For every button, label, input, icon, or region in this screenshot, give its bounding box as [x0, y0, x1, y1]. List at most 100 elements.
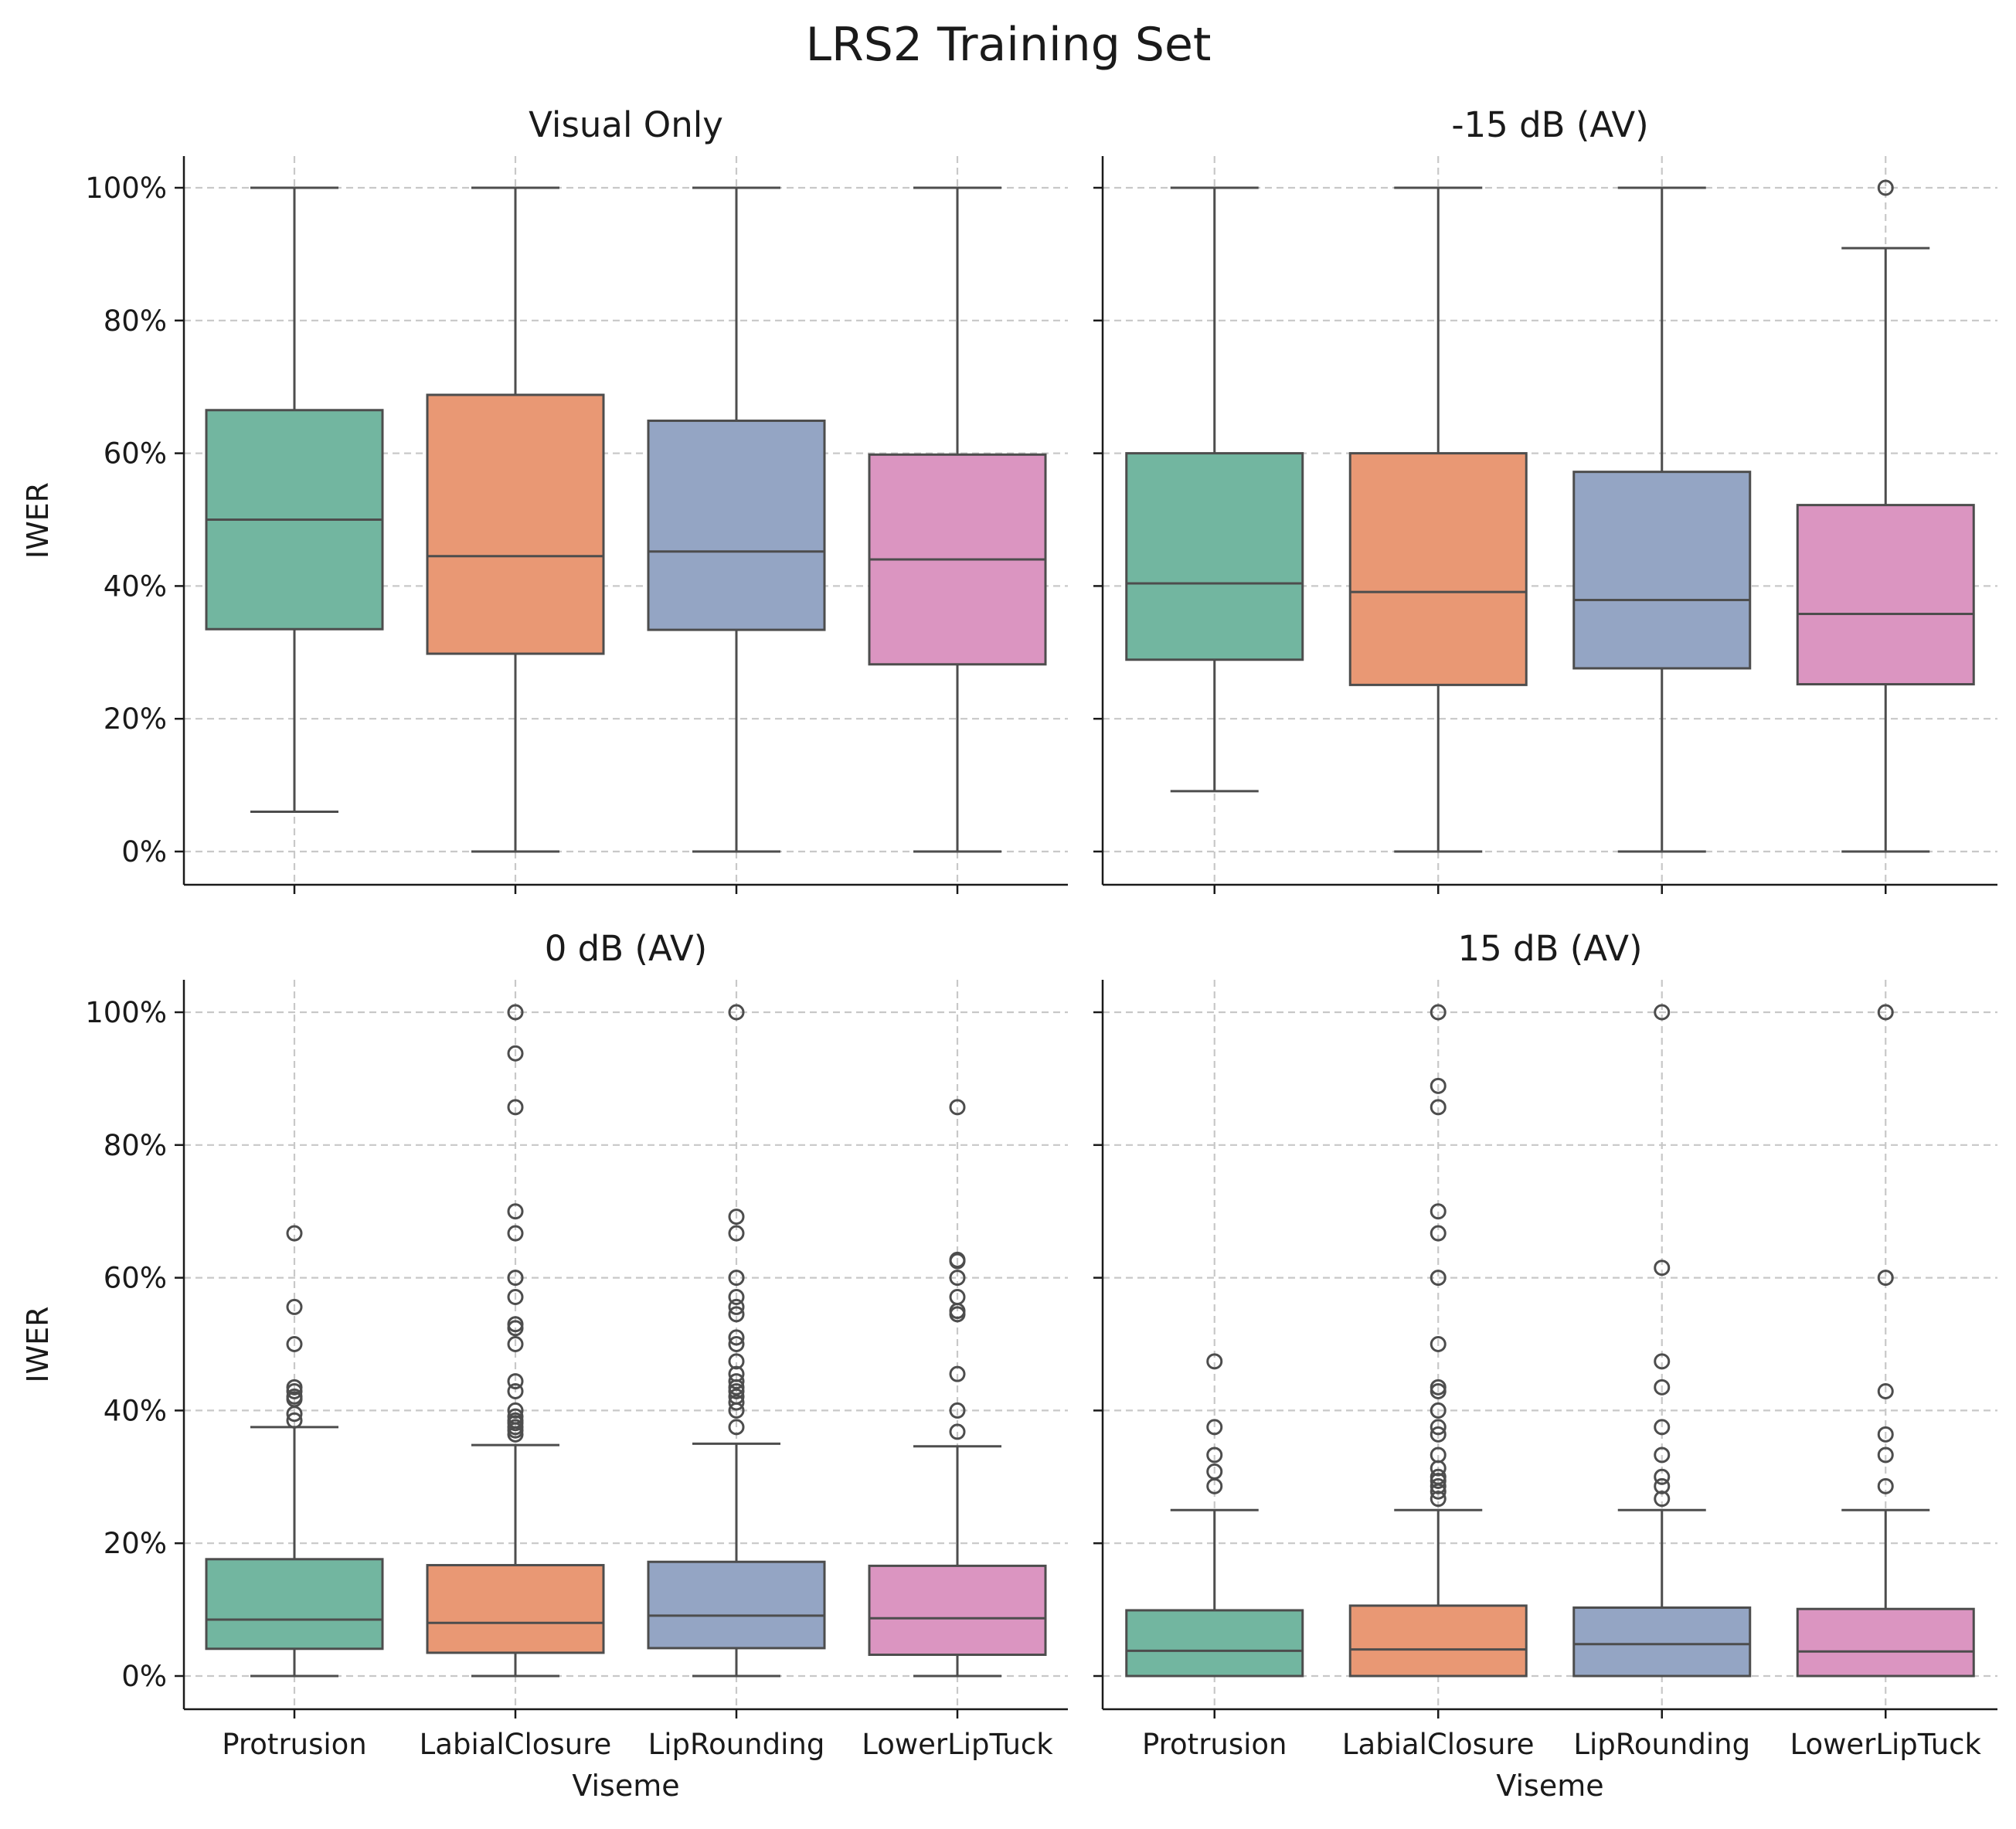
- outlier-point: [1206, 1419, 1223, 1436]
- outlier-point: [1430, 1077, 1447, 1094]
- box-Protrusion: [205, 1225, 384, 1678]
- outlier-point: [507, 1225, 524, 1242]
- x-tick-label: LipRounding: [1573, 1728, 1750, 1761]
- outlier-point: [507, 1336, 524, 1352]
- panel-4: 15 dB (AV) Protrusion LabialClosure LipRoun…: [1093, 928, 1997, 1803]
- outlier-point: [1430, 1426, 1447, 1443]
- box-iqr: [647, 1560, 826, 1650]
- outlier-point: [1430, 1336, 1447, 1352]
- box-iqr: [1348, 1604, 1528, 1678]
- x-tick-label: LowerLipTuck: [862, 1728, 1053, 1761]
- outlier-point: [1206, 1463, 1223, 1480]
- outlier-point: [949, 1423, 966, 1440]
- figure-title: LRS2 Training Set: [806, 18, 1212, 72]
- outlier-point: [1430, 1419, 1447, 1436]
- y-tick-label: 20%: [104, 1527, 167, 1560]
- outlier-point: [728, 1289, 745, 1306]
- x-tick-label: Protrusion: [1142, 1728, 1287, 1761]
- box-LowerLipTuck: [1796, 1004, 1975, 1678]
- panel-1: Visual Only 0% 20% 40% 60% 80% 100% IWER: [21, 104, 1068, 894]
- outlier-point: [286, 1225, 303, 1242]
- outlier-point: [949, 1402, 966, 1419]
- outlier-point: [1430, 1099, 1447, 1116]
- box-iqr: [1572, 1606, 1752, 1678]
- box-LabialClosure: [426, 186, 605, 853]
- outlier-point: [1430, 1225, 1447, 1242]
- box-Protrusion: [205, 186, 384, 813]
- box-LipRounding: [647, 1004, 826, 1678]
- outlier-point: [728, 1329, 745, 1346]
- panel-title: Visual Only: [529, 104, 723, 145]
- outlier-point: [728, 1225, 745, 1242]
- box-iqr: [868, 1564, 1047, 1657]
- outlier-point: [1430, 1203, 1447, 1220]
- outlier-point: [1654, 1477, 1671, 1494]
- outlier-point: [507, 1203, 524, 1220]
- y-tick-label: 0%: [121, 835, 167, 869]
- box-Protrusion: [1125, 1353, 1304, 1678]
- outlier-point: [507, 1045, 524, 1062]
- x-tick-label: LowerLipTuck: [1790, 1728, 1982, 1761]
- box-iqr: [1796, 1607, 1975, 1678]
- box-LabialClosure: [1348, 1004, 1528, 1678]
- x-tick-label: LipRounding: [648, 1728, 825, 1761]
- box-Protrusion: [1125, 186, 1304, 793]
- box-iqr: [1125, 452, 1304, 661]
- outlier-point: [728, 1373, 745, 1390]
- box-iqr: [205, 1558, 384, 1651]
- box-iqr: [1348, 452, 1528, 686]
- outlier-point: [949, 1289, 966, 1306]
- box-iqr: [1572, 471, 1752, 670]
- outlier-point: [507, 1099, 524, 1116]
- outlier-point: [507, 1270, 524, 1287]
- outlier-point: [949, 1251, 966, 1268]
- outlier-point: [1654, 1260, 1671, 1277]
- y-tick-label: 80%: [104, 304, 167, 338]
- box-LipRounding: [647, 186, 826, 853]
- outlier-point: [728, 1419, 745, 1436]
- outlier-point: [1430, 1447, 1447, 1464]
- outlier-point: [507, 1402, 524, 1419]
- outlier-point: [507, 1004, 524, 1021]
- outlier-point: [1654, 1004, 1671, 1021]
- outlier-point: [1654, 1419, 1671, 1436]
- outlier-point: [1877, 1477, 1894, 1494]
- outlier-point: [507, 1408, 524, 1425]
- outlier-point: [949, 1270, 966, 1287]
- outlier-point: [728, 1365, 745, 1382]
- y-axis-label: IWER: [21, 1306, 55, 1382]
- outlier-point: [507, 1316, 524, 1333]
- outlier-point: [1206, 1447, 1223, 1464]
- panel-title: -15 dB (AV): [1451, 104, 1648, 145]
- box-LowerLipTuck: [868, 1099, 1047, 1678]
- outlier-point: [1430, 1468, 1447, 1485]
- outlier-point: [1654, 1353, 1671, 1370]
- panel-2: -15 dB (AV): [1093, 104, 1997, 894]
- x-tick-label: Protrusion: [222, 1728, 367, 1761]
- outlier-point: [728, 1270, 745, 1287]
- box-LowerLipTuck: [1796, 179, 1975, 853]
- outlier-point: [1654, 1468, 1671, 1485]
- outlier-point: [286, 1412, 303, 1429]
- outlier-point: [1654, 1491, 1671, 1508]
- box-LipRounding: [1572, 186, 1752, 853]
- outlier-point: [728, 1209, 745, 1226]
- outlier-point: [728, 1353, 745, 1370]
- outlier-point: [1877, 1382, 1894, 1399]
- box-iqr: [426, 1564, 605, 1654]
- y-axis-label: IWER: [21, 482, 55, 559]
- box-LabialClosure: [426, 1004, 605, 1678]
- outlier-point: [286, 1336, 303, 1352]
- outlier-point: [728, 1298, 745, 1315]
- outlier-point: [286, 1388, 303, 1405]
- outlier-point: [728, 1336, 745, 1352]
- y-tick-label: 80%: [104, 1129, 167, 1162]
- outlier-point: [949, 1099, 966, 1116]
- box-LowerLipTuck: [868, 186, 1047, 853]
- panel-3: 0 dB (AV) 0% 20% 40% 60% 80% 100% Protrusion Lab…: [21, 928, 1068, 1803]
- outlier-point: [1654, 1447, 1671, 1464]
- box-iqr: [1125, 1609, 1304, 1678]
- outlier-point: [728, 1004, 745, 1021]
- outlier-point: [1654, 1379, 1671, 1396]
